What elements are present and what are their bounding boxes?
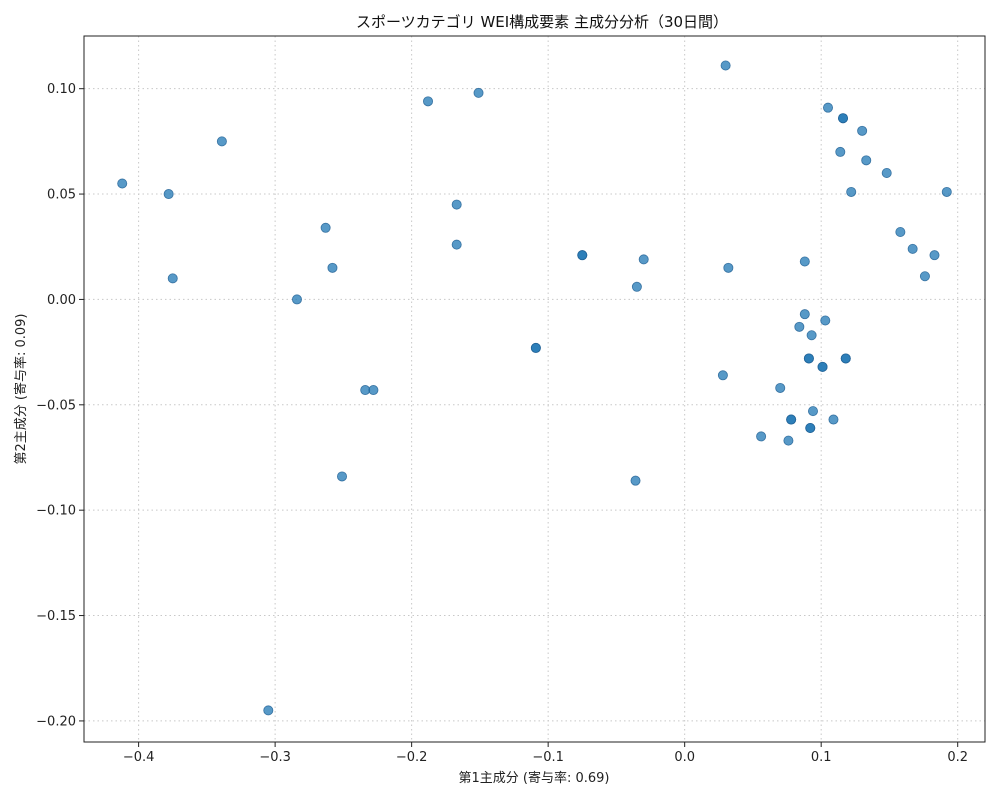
y-tick-label: 0.00 [47,293,76,308]
x-axis-label: 第1主成分 (寄与率: 0.69) [458,770,609,786]
x-tick-label: 0.1 [811,750,832,765]
scatter-point [806,330,817,341]
scatter-point [857,125,868,136]
scatter-point [337,471,348,482]
scatter-point [368,385,379,396]
x-tick-label: −0.1 [532,750,564,765]
scatter-point [263,705,274,716]
scatter-point [807,406,818,417]
scatter-point [799,256,810,267]
scatter-point [577,250,588,261]
scatter-point [919,271,930,282]
scatter-point [907,243,918,254]
scatter-point [631,281,642,292]
scatter-point [838,113,849,124]
scatter-point [117,178,128,189]
plot-frame [83,35,986,743]
scatter-point [320,222,331,233]
grid-lines [84,36,985,742]
scatter-point [756,431,767,442]
scatter-point [823,102,834,113]
x-tick-label: −0.2 [396,750,428,765]
y-tick-label: 0.10 [47,82,76,97]
scatter-point [451,239,462,250]
scatter-point [828,414,839,425]
scatter-point [783,435,794,446]
x-tick-label: 0.2 [947,750,968,765]
scatter-point [929,250,940,261]
scatter-point [775,382,786,393]
scatter-point [820,315,831,326]
x-axis-ticks: −0.4 −0.3 −0.2 −0.1 0.0 0.1 0.2 [123,742,968,765]
scatter-point [216,136,227,147]
scatter-point [630,475,641,486]
scatter-point [881,167,892,178]
scatter-point [846,186,857,197]
scatter-point [786,414,797,425]
chart-title: スポーツカテゴリ WEI構成要素 主成分分析（30日間） [356,13,728,31]
y-axis-ticks: −0.20 −0.15 −0.10 −0.05 0.00 0.05 0.10 [36,82,84,729]
x-tick-label: 0.0 [674,750,695,765]
scatter-points [117,60,952,716]
scatter-point [163,189,174,200]
scatter-point [723,262,734,273]
y-tick-label: −0.05 [36,398,76,413]
scatter-point [861,155,872,166]
x-tick-label: −0.4 [123,750,155,765]
scatter-point [805,422,816,433]
y-axis-label: 第2主成分 (寄与率: 0.09) [13,313,29,464]
scatter-point [835,146,846,157]
scatter-point [941,186,952,197]
scatter-point [473,87,484,98]
scatter-point [840,353,851,364]
scatter-point [817,361,828,372]
scatter-point [720,60,731,71]
scatter-point [291,294,302,305]
y-tick-label: 0.05 [47,188,76,203]
y-tick-label: −0.10 [36,504,76,519]
scatter-point [803,353,814,364]
scatter-point [638,254,649,265]
scatter-point [717,370,728,381]
scatter-point [327,262,338,273]
scatter-point [794,321,805,332]
x-tick-label: −0.3 [259,750,291,765]
scatter-point [895,226,906,237]
scatter-point [167,273,178,284]
scatter-point [799,309,810,320]
y-tick-label: −0.15 [36,609,76,624]
scatter-point [530,342,541,353]
y-tick-label: −0.20 [36,714,76,729]
scatter-point [423,96,434,107]
scatter-point [451,199,462,210]
